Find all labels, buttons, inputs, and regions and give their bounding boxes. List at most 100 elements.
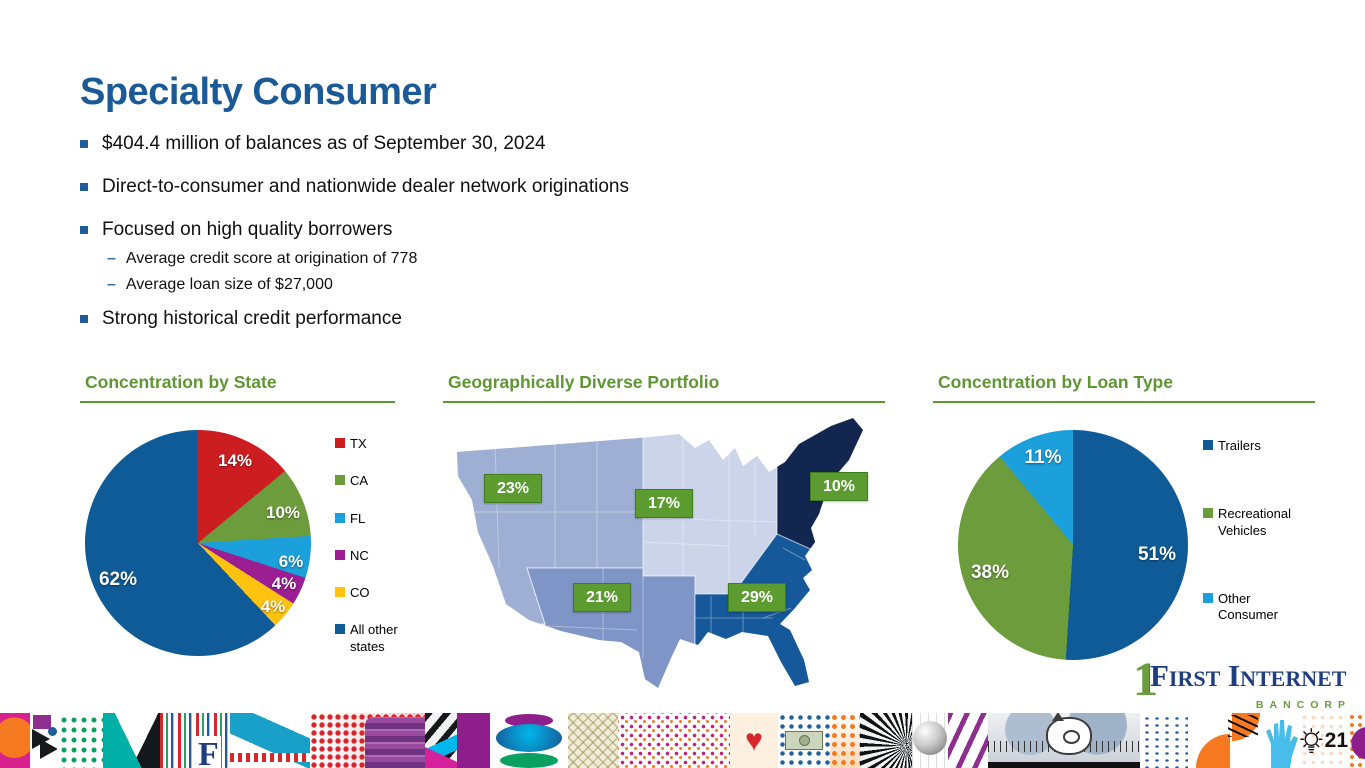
sub-bullet-item: – Average loan size of $27,000 [107,276,980,294]
pie-slice-label: 14% [217,451,253,470]
legend-swatch [335,587,345,597]
train-image [365,717,425,768]
legend-item: Other Consumer [1203,591,1303,624]
legend-swatch [335,549,345,560]
page-title: Specialty Consumer [80,71,437,114]
legend-item: FL [335,511,407,527]
purple-ellipse [505,714,553,727]
collage-dollar-bill [778,713,830,768]
legend-item: CO [335,585,407,601]
collage-barcode-stripes: F [160,713,230,768]
dash-icon: – [107,276,116,293]
legend-swatch [335,624,345,635]
blue-hand-icon [1266,720,1298,768]
loan-type-pie-chart [958,430,1188,660]
collage-green-dots [57,713,103,768]
legend-label: Recreational Vehicles [1218,506,1291,538]
footer-collage: F ♥ [0,713,1365,768]
sub-bullet-list: – Average credit score at origination of… [107,250,980,294]
pie-slice-label: 11% [1024,447,1062,468]
panel-heading: Concentration by Loan Type [933,372,1315,403]
pie-slice-label: 10% [265,503,301,522]
collage-cyan-band [230,713,310,768]
bullet-text: Direct-to-consumer and nationwide dealer… [102,176,629,197]
chevron-icon [40,739,57,759]
legend-label: NC [350,547,369,563]
collage-purple-block [457,713,490,768]
state-pie-chart [85,430,311,656]
gray-sphere [913,721,947,755]
legend-item: Trailers [1203,438,1303,454]
legend-label: FL [350,510,366,526]
collage-diagonal-stripes [425,713,457,768]
heart-icon: ♥ [745,723,763,757]
red-checker-strip [230,753,310,762]
legend-label: Other Consumer [1218,590,1278,622]
legend-item: TX [335,436,407,452]
collage-magenta-orange-circle [0,713,30,768]
bullet-item: Focused on high quality borrowers [80,219,980,241]
legend-swatch [1203,440,1213,450]
logo-digit: 1 [1133,653,1157,706]
collage-dots-semicircle [1348,713,1365,768]
page-number: 21 [1324,728,1348,752]
state-concentration-panel: Concentration by State 14% 10% 6% 4% 4% … [80,372,398,656]
pie-slice-label: 6% [278,552,304,571]
legend-swatch [1203,508,1213,519]
pie-slice-label: 62% [98,569,138,590]
legend-label: CA [350,473,369,489]
collage-magenta-dot-rows [618,713,730,768]
bullet-list: $404.4 million of balances as of Septemb… [80,133,980,351]
orange-quarter-circle [1196,734,1230,768]
map-region-label-west: 23% [484,474,542,503]
green-ellipse [500,753,558,768]
us-map: 23% 17% 10% 21% 29% [443,418,885,698]
panel-heading: Geographically Diverse Portfolio [443,372,885,403]
black-line-hatch [1228,715,1258,737]
geography-panel: Geographically Diverse Portfolio 23% [443,372,885,688]
legend-item: NC [335,548,407,564]
map-region-label-northeast: 10% [810,472,868,501]
legend-item: Recreational Vehicles [1203,506,1303,539]
us-map-svg [457,418,863,688]
collage-blue-dashes [1140,713,1188,768]
dash-icon: – [107,250,116,267]
collage-teal-black-triangles [103,713,160,768]
logo-subtitle: BANCORP [1255,698,1351,711]
page-number-tile: 21 [1300,713,1348,768]
collage-orange-fans [1188,713,1262,768]
cyan-ellipse [496,724,562,752]
collage-letter: F [196,736,221,768]
loan-type-panel: Concentration by Loan Type 51% 38% 11% T… [933,372,1315,660]
pie-slice-label: 4% [260,597,286,616]
black-rays [860,713,912,768]
bullet-item: Strong historical credit performance [80,308,980,330]
legend-item: All other states [335,622,407,655]
collage-crosshatch [568,713,618,768]
company-logo: 1 First Internet BANCORP [1133,653,1351,711]
legend-item: CA [335,473,407,489]
bullet-square-icon [80,315,88,323]
map-region-label-southwest: 21% [573,583,631,612]
bullet-square-icon [80,183,88,191]
legend-swatch [1203,592,1213,603]
piggy-bank-icon [1046,713,1092,755]
legend-label: CO [350,585,370,600]
sub-bullet-text: Average credit score at origination of 7… [125,250,418,267]
bullet-square-icon [80,226,88,234]
map-region-label-midwest: 17% [635,489,693,518]
bullet-item: Direct-to-consumer and nationwide dealer… [80,176,980,198]
map-region-label-southeast: 29% [728,583,786,612]
pie-slice-label: 51% [1137,544,1177,565]
lightbulb-icon [1300,727,1323,753]
legend-label: TX [350,436,367,451]
blue-dot [48,727,57,736]
legend-swatch [335,438,345,448]
state-pie-legend: TX CA FL NC CO All other states [335,436,407,655]
collage-sphere [912,713,948,768]
bullet-text: Strong historical credit performance [102,308,402,329]
legend-label: Trailers [1218,438,1261,453]
dollar-bill-image [785,731,823,750]
collage-ellipse-stack [490,713,568,768]
sub-bullet-text: Average loan size of $27,000 [125,276,333,293]
